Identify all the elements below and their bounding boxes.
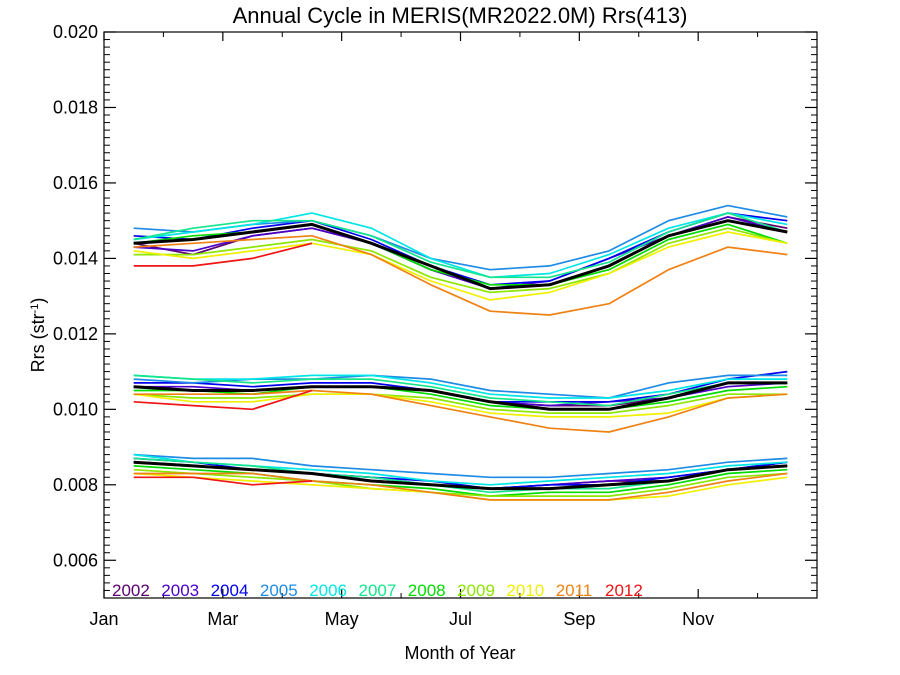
y-tick-label: 0.010 (53, 399, 98, 419)
y-axis-label-suffix: ) (28, 298, 48, 304)
series-line-upper-2009 (133, 227, 788, 294)
y-tick-label: 0.012 (53, 324, 98, 344)
legend-item-2006: 2006 (309, 581, 347, 600)
y-tick-label: 0.008 (53, 475, 98, 495)
series-line-lower-2009 (133, 468, 788, 497)
legend-item-2003: 2003 (161, 581, 199, 600)
chart-title: Annual Cycle in MERIS(MR2022.0M) Rrs(413… (233, 3, 688, 28)
y-axis-label: Rrs (str-1) (28, 298, 48, 373)
legend-item-2005: 2005 (260, 581, 298, 600)
legend-item-2010: 2010 (506, 581, 544, 600)
legend-item-2002: 2002 (112, 581, 150, 600)
series-layer (133, 204, 788, 501)
x-tick-label: Jul (449, 609, 472, 629)
x-tick-label: Nov (682, 609, 714, 629)
series-line-middle-2009 (133, 393, 788, 414)
y-tick-label: 0.020 (53, 22, 98, 42)
x-tick-label: May (325, 609, 359, 629)
x-tick-label: Mar (207, 609, 238, 629)
series-line-upper-2012 (133, 242, 313, 267)
legend-item-2004: 2004 (211, 581, 249, 600)
series-line-middle-2007 (133, 374, 788, 407)
y-tick-label: 0.018 (53, 97, 98, 117)
series-line-upper-2006 (133, 212, 788, 279)
legend-item-2007: 2007 (359, 581, 397, 600)
series-line-middle-2010 (133, 393, 788, 418)
series-line-middle-2011 (133, 389, 788, 433)
y-tick-label: 0.006 (53, 550, 98, 570)
mean-line-lower (133, 460, 788, 491)
series-line-upper-2010 (133, 231, 788, 301)
y-tick-label: 0.014 (53, 248, 98, 268)
plot-frame (103, 31, 818, 599)
mean-line-middle (133, 381, 788, 411)
y-axis-label-main: Rrs (str (28, 313, 48, 372)
series-line-lower-2012 (133, 476, 313, 486)
legend-item-2011: 2011 (556, 581, 593, 600)
series-line-middle-2012 (133, 389, 313, 411)
series-line-upper-2011 (133, 234, 788, 316)
axes-layer: Jan Mar May Jul Sep Nov 0.006 0.008 0.010 0.012 0.… (53, 22, 818, 629)
x-axis-label: Month of Year (404, 643, 515, 663)
legend-item-2012: 2012 (605, 581, 643, 600)
legend: 2002 2003 2004 2005 2006 2007 2008 2009 2010 2011… (112, 581, 643, 600)
series-line-lower-2011 (133, 472, 788, 501)
legend-item-2008: 2008 (408, 581, 446, 600)
x-tick-label: Jan (89, 609, 118, 629)
mean-line-upper (133, 219, 788, 291)
x-tick-label: Sep (563, 609, 595, 629)
series-line-middle-2006 (133, 374, 788, 399)
legend-item-2009: 2009 (457, 581, 495, 600)
series-line-lower-2005 (133, 453, 788, 479)
y-tick-label: 0.016 (53, 173, 98, 193)
series-line-upper-2007 (133, 212, 788, 279)
y-axis-label-sup: -1 (29, 304, 41, 314)
